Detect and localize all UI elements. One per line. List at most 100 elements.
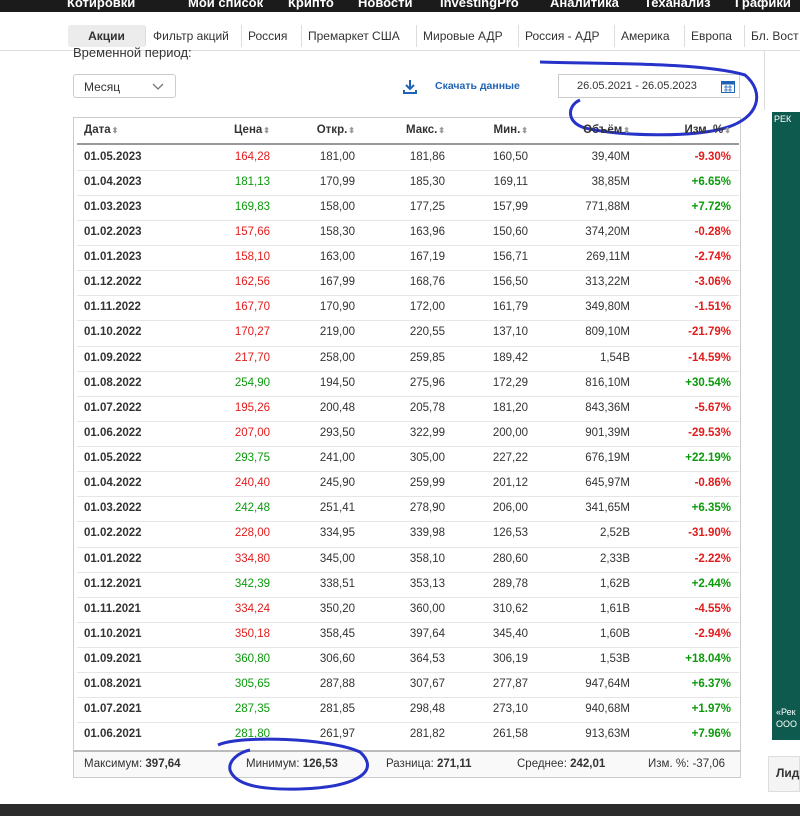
nav-item[interactable]: Теханализ	[644, 0, 711, 10]
value-cell: -21.79%	[688, 326, 731, 339]
value-cell: 1,60B	[599, 627, 630, 640]
value-cell: 306,19	[492, 653, 528, 666]
value-cell: 339,98	[409, 527, 445, 540]
value-cell: 940,68M	[585, 703, 630, 716]
value-cell: 345,40	[492, 627, 528, 640]
row-divider	[77, 521, 739, 523]
value-cell: 334,95	[319, 527, 355, 540]
tab[interactable]: Россия - АДР	[519, 25, 615, 47]
value-cell: 287,88	[319, 678, 355, 691]
value-cell: 167,19	[409, 251, 445, 264]
column-header[interactable]: Цена	[234, 124, 270, 136]
date-cell: 01.03.2022	[84, 502, 142, 515]
value-cell: 261,58	[492, 728, 528, 741]
value-cell: 228,00	[234, 527, 270, 540]
download-button[interactable]: Скачать данные	[435, 80, 520, 92]
value-cell: 220,55	[409, 326, 445, 339]
tab[interactable]: Премаркет США	[302, 25, 417, 47]
tab[interactable]: Мировые АДР	[417, 25, 519, 47]
value-cell: 181,13	[234, 175, 270, 188]
value-cell: 217,70	[234, 351, 270, 364]
row-divider	[77, 194, 739, 196]
value-cell: 163,00	[319, 251, 355, 264]
ad-banner[interactable]: РЕК «Рек ООО	[772, 112, 800, 740]
bottom-bar	[0, 804, 800, 816]
value-cell: 358,45	[319, 627, 355, 640]
nav-item[interactable]: Мой список	[188, 0, 264, 10]
value-cell: 164,28	[234, 150, 270, 163]
tab-bar: Акции Фильтр акций Россия Премаркет США Миро…	[0, 19, 800, 51]
date-cell: 01.07.2021	[84, 703, 142, 716]
column-header[interactable]: Изм. %	[684, 124, 731, 136]
value-cell: -0.28%	[694, 225, 731, 238]
value-cell: -5.67%	[694, 401, 731, 414]
value-cell: 281,82	[409, 728, 445, 741]
tab[interactable]: Фильтр акций	[147, 25, 242, 47]
nav-item[interactable]: InvestingPro	[440, 0, 519, 10]
value-cell: 350,20	[319, 602, 355, 615]
value-cell: 150,60	[492, 225, 528, 238]
value-cell: 345,00	[319, 552, 355, 565]
value-cell: 167,99	[319, 276, 355, 289]
row-divider	[77, 546, 739, 548]
value-cell: 342,39	[234, 577, 270, 590]
nav-item[interactable]: Новости	[358, 0, 413, 10]
value-cell: 281,85	[319, 703, 355, 716]
period-select[interactable]: Месяц	[73, 74, 176, 98]
value-cell: 181,86	[409, 150, 445, 163]
table-frame	[73, 117, 741, 751]
column-header[interactable]: Объём	[583, 124, 630, 136]
tab[interactable]: Америка	[615, 25, 685, 47]
summary-value: 397,64	[145, 758, 181, 770]
nav-item[interactable]: Графики	[735, 0, 791, 10]
value-cell: 816,10M	[585, 376, 630, 389]
value-cell: 254,90	[234, 376, 270, 389]
value-cell: 305,00	[409, 452, 445, 465]
value-cell: 353,13	[409, 577, 445, 590]
value-cell: 298,48	[409, 703, 445, 716]
column-header[interactable]: Откр.	[317, 124, 355, 136]
date-range[interactable]: 26.05.2021 - 26.05.2023	[558, 74, 740, 98]
tab[interactable]: Европа	[685, 25, 745, 47]
tab[interactable]: Россия	[242, 25, 302, 47]
value-cell: -2.94%	[694, 627, 731, 640]
date-cell: 01.04.2022	[84, 477, 142, 490]
summary-item: Среднее: 242,01	[517, 758, 605, 770]
value-cell: 313,22M	[585, 276, 630, 289]
row-divider	[77, 245, 739, 247]
value-cell: 242,48	[234, 502, 270, 515]
row-divider	[77, 672, 739, 674]
summary-item: Максимум: 397,64	[84, 758, 181, 770]
value-cell: 771,88M	[585, 200, 630, 213]
tab[interactable]: Бл. Вост	[745, 25, 800, 47]
column-header[interactable]: Макс.	[406, 124, 445, 136]
summary-bar	[73, 750, 741, 778]
tab[interactable]: Акции	[68, 25, 146, 47]
value-cell: 676,19M	[585, 452, 630, 465]
date-cell: 01.01.2023	[84, 251, 142, 264]
value-cell: 207,00	[234, 426, 270, 439]
value-cell: 350,18	[234, 627, 270, 640]
row-divider	[77, 295, 739, 297]
value-cell: -3.06%	[694, 276, 731, 289]
row-divider	[77, 471, 739, 473]
value-cell: 645,97M	[585, 477, 630, 490]
value-cell: +6.65%	[691, 175, 731, 188]
value-cell: 2,52B	[599, 527, 630, 540]
value-cell: 227,22	[492, 452, 528, 465]
value-cell: 167,70	[234, 301, 270, 314]
nav-item[interactable]: Аналитика	[550, 0, 619, 10]
value-cell: 251,41	[319, 502, 355, 515]
value-cell: 169,11	[493, 175, 528, 188]
nav-item[interactable]: Крипто	[288, 0, 334, 10]
date-cell: 01.06.2022	[84, 426, 142, 439]
column-header[interactable]: Дата	[84, 124, 118, 136]
value-cell: 305,65	[234, 678, 270, 691]
value-cell: 334,24	[234, 602, 270, 615]
nav-item[interactable]: Котировки	[67, 0, 136, 10]
row-divider	[77, 496, 739, 498]
column-header[interactable]: Мин.	[494, 124, 529, 136]
date-cell: 01.10.2022	[84, 326, 142, 339]
date-cell: 01.02.2022	[84, 527, 142, 540]
